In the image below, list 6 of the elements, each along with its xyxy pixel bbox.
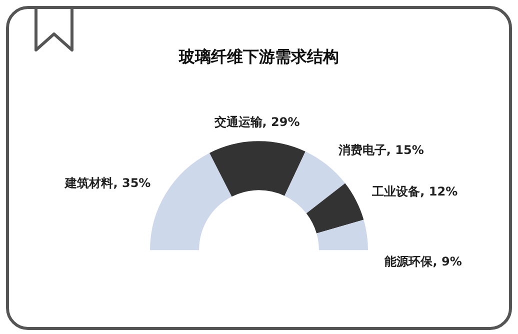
slice-label: 能源环保, 9%: [384, 254, 462, 268]
slice-label: 工业设备, 12%: [371, 184, 458, 199]
slice-label: 消费电子, 15%: [337, 143, 424, 158]
slice-label: 交通运输, 29%: [213, 115, 300, 130]
chart-title: 玻璃纤维下游需求结构: [178, 46, 339, 66]
slice-label: 建筑材料, 35%: [64, 176, 151, 190]
